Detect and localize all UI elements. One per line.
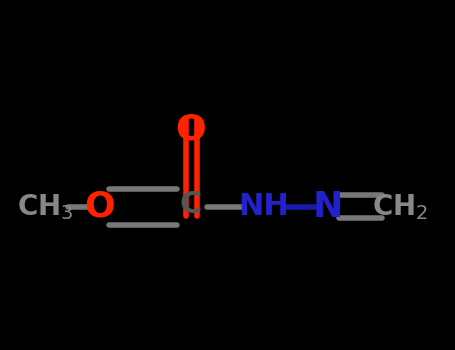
Text: O: O	[85, 190, 116, 224]
Text: O: O	[176, 112, 207, 147]
Text: C: C	[180, 190, 202, 219]
Text: NH: NH	[238, 193, 289, 221]
Text: CH$_3$: CH$_3$	[17, 192, 74, 222]
Text: N: N	[313, 190, 343, 224]
Text: CH$_2$: CH$_2$	[372, 192, 429, 222]
